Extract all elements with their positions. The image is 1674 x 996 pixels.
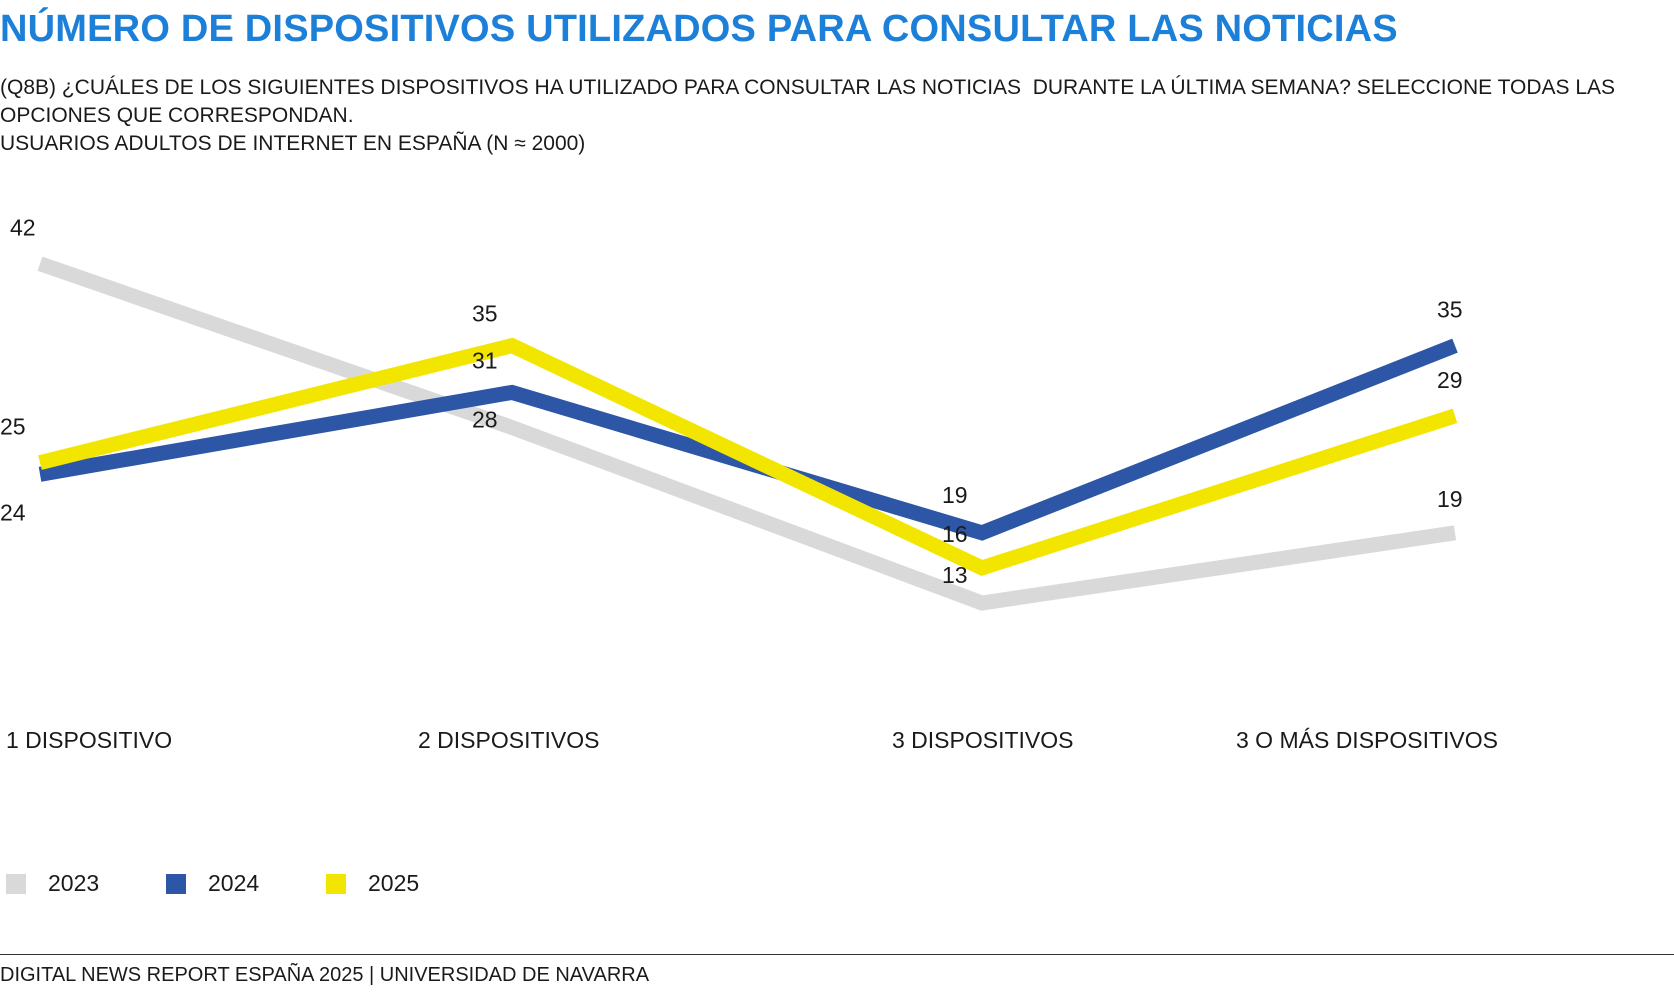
series-line-2024 bbox=[38, 338, 1458, 541]
legend-swatch-2023 bbox=[6, 873, 26, 894]
legend-item-2024: 2024 bbox=[166, 870, 326, 897]
data-label-2023-2: 13 bbox=[942, 562, 968, 588]
data-label-2024-0: 24 bbox=[0, 499, 26, 525]
series-line-2023 bbox=[37, 256, 1457, 611]
chart-subtitle: (Q8B) ¿CUÁLES DE LOS SIGUIENTES DISPOSIT… bbox=[0, 74, 1640, 158]
legend-label-2023: 2023 bbox=[48, 870, 100, 896]
category-label-2: 3 DISPOSITIVOS bbox=[892, 727, 1074, 753]
footer-divider bbox=[0, 954, 1674, 955]
legend-item-2025: 2025 bbox=[326, 870, 486, 897]
legend-swatch-2025 bbox=[326, 873, 346, 894]
data-label-2025-1: 35 bbox=[472, 301, 498, 327]
line-chart: 42 28 13 19 24 31 19 35 25 35 16 29 1 DISPOSITIVO 2 D… bbox=[0, 215, 1498, 753]
chart-title: NÚMERO DE DISPOSITIVOS UTILIZADOS PARA C… bbox=[0, 8, 1398, 50]
data-label-2023-0: 42 bbox=[10, 215, 36, 241]
sample-text: USUARIOS ADULTOS DE INTERNET EN ESPAÑA (… bbox=[0, 132, 586, 155]
data-label-2025-0: 25 bbox=[0, 414, 26, 440]
legend: 2023 2024 2025 bbox=[6, 870, 486, 897]
legend-swatch-2024 bbox=[166, 873, 186, 894]
question-text: (Q8B) ¿CUÁLES DE LOS SIGUIENTES DISPOSIT… bbox=[0, 76, 1621, 127]
data-label-2024-3: 35 bbox=[1437, 297, 1463, 323]
data-label-2025-2: 16 bbox=[942, 521, 968, 547]
legend-item-2023: 2023 bbox=[6, 870, 166, 897]
legend-label-2024: 2024 bbox=[208, 870, 260, 896]
data-label-2024-1: 31 bbox=[472, 347, 498, 373]
legend-label-2025: 2025 bbox=[368, 870, 420, 896]
category-label-0: 1 DISPOSITIVO bbox=[6, 727, 172, 753]
data-label-2023-3: 19 bbox=[1437, 486, 1463, 512]
data-label-2024-2: 19 bbox=[942, 482, 968, 508]
category-label-1: 2 DISPOSITIVOS bbox=[418, 727, 600, 753]
data-label-2025-3: 29 bbox=[1437, 367, 1463, 393]
footer-source: DIGITAL NEWS REPORT ESPAÑA 2025 | UNIVER… bbox=[0, 964, 650, 986]
category-label-3: 3 O MÁS DISPOSITIVOS bbox=[1236, 727, 1498, 753]
series-line-2025 bbox=[38, 337, 1458, 576]
data-label-2023-1: 28 bbox=[472, 407, 498, 433]
